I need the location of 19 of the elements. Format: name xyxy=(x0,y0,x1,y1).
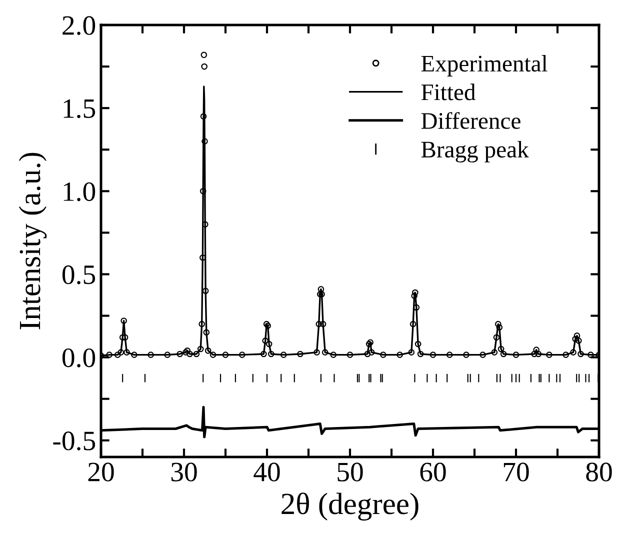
x-tick-label: 40 xyxy=(254,462,280,482)
x-tick-label: 30 xyxy=(171,462,197,482)
x-tick-label: 70 xyxy=(504,462,529,482)
y-tick-label: 1.5 xyxy=(64,99,96,118)
legend-label: Experimental xyxy=(421,55,548,76)
legend-label: Difference xyxy=(421,112,520,129)
x-axis-title: 2θ (degree) xyxy=(282,492,418,521)
legend-label: Bragg peak xyxy=(421,140,529,162)
y-axis-title: Intensity (a.u.) xyxy=(18,152,47,330)
y-tick-label: -0.5 xyxy=(53,432,96,450)
y-tick-label: 0.0 xyxy=(62,348,96,368)
y-tick-label: 1.0 xyxy=(64,182,96,202)
x-tick-label: 50 xyxy=(338,462,363,482)
x-tick-label: 60 xyxy=(420,462,446,482)
y-tick-label: 0.5 xyxy=(62,265,96,284)
y-tick-label: 2.0 xyxy=(62,16,96,36)
x-tick-label: 80 xyxy=(586,462,612,482)
x-tick-label: 20 xyxy=(88,462,114,482)
legend-label: Fitted xyxy=(421,84,476,100)
